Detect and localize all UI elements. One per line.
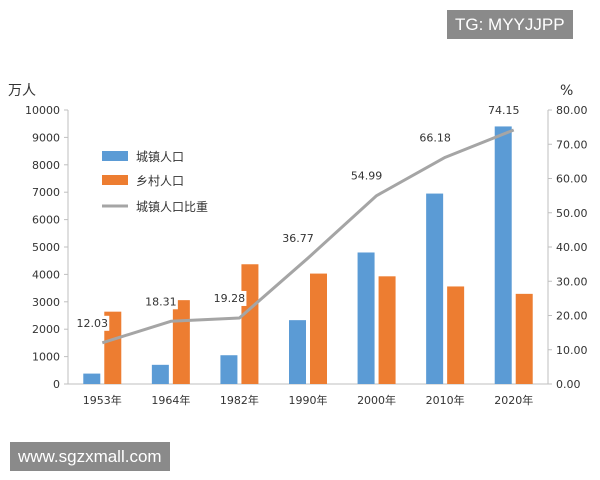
x-tick-label: 2010年 (426, 393, 465, 407)
watermark-telegram: TG: MYYJJPP (447, 10, 573, 39)
x-tick-label: 2020年 (494, 393, 533, 407)
y-left-tick-label: 1000 (32, 351, 60, 364)
data-label-background (486, 103, 521, 119)
bar-urban-population (426, 193, 444, 384)
legend-swatch-rural (102, 175, 128, 185)
watermark-website: www.sgzxmall.com (10, 442, 170, 471)
bar-rural-population (241, 264, 259, 384)
bar-urban-population (494, 126, 512, 384)
data-label-urban-ratio: 18.31 (145, 295, 177, 308)
y-left-tick-label: 10000 (25, 104, 60, 117)
y-right-tick-label: 0.00 (556, 378, 581, 391)
x-tick-label: 1990年 (289, 393, 328, 407)
data-label-urban-ratio: 36.77 (282, 232, 314, 245)
y-right-tick-label: 80.00 (556, 104, 588, 117)
y-right-tick-label: 20.00 (556, 310, 588, 323)
legend-label-rural: 乡村人口 (136, 174, 184, 188)
legend-label-urban: 城镇人口 (136, 150, 184, 164)
y-right-tick-label: 30.00 (556, 275, 588, 288)
data-label-background (75, 315, 110, 331)
y-axis-right-unit: % (560, 83, 573, 99)
data-label-urban-ratio: 74.15 (488, 104, 520, 117)
bar-urban-population (83, 373, 101, 384)
bar-rural-population (172, 300, 190, 384)
y-right-tick-label: 50.00 (556, 207, 588, 220)
y-left-tick-label: 3000 (32, 296, 60, 309)
y-left-tick-label: 2000 (32, 323, 60, 336)
y-axis-left-unit: 万人 (8, 83, 36, 99)
y-left-tick-label: 7000 (32, 186, 60, 199)
x-tick-label: 1982年 (220, 393, 259, 407)
bar-rural-population (447, 286, 465, 384)
bar-rural-population (378, 276, 396, 384)
bar-urban-population (151, 364, 169, 384)
line-urban-ratio (101, 128, 515, 345)
x-tick-label: 1964年 (151, 393, 190, 407)
data-label-urban-ratio: 54.99 (351, 170, 383, 183)
y-left-tick-label: 5000 (32, 241, 60, 254)
data-label-background (212, 290, 247, 306)
data-label-background (143, 294, 178, 310)
y-right-tick-label: 10.00 (556, 344, 588, 357)
x-tick-label: 1953年 (83, 393, 122, 407)
data-label-background (418, 130, 453, 146)
y-right-tick-label: 70.00 (556, 138, 588, 151)
data-label-background (349, 168, 384, 184)
y-right-tick-label: 60.00 (556, 173, 588, 186)
bar-urban-population (220, 355, 238, 384)
y-left-tick-label: 9000 (32, 131, 60, 144)
bar-urban-population (357, 252, 375, 384)
legend-label-ratio: 城镇人口比重 (136, 200, 208, 214)
x-tick-label: 2000年 (357, 393, 396, 407)
y-left-tick-label: 4000 (32, 268, 60, 281)
data-label-urban-ratio: 12.03 (77, 317, 109, 330)
legend-swatch-urban (102, 151, 128, 161)
data-label-background (281, 231, 315, 247)
y-left-tick-label: 6000 (32, 214, 60, 227)
bar-rural-population (310, 273, 327, 384)
bar-urban-population (289, 320, 306, 384)
bar-rural-population (515, 293, 533, 384)
y-right-tick-label: 40.00 (556, 241, 588, 254)
data-label-urban-ratio: 66.18 (419, 131, 451, 144)
data-label-urban-ratio: 19.28 (214, 292, 246, 305)
y-left-tick-label: 0 (53, 378, 60, 391)
y-left-tick-label: 8000 (32, 159, 60, 172)
